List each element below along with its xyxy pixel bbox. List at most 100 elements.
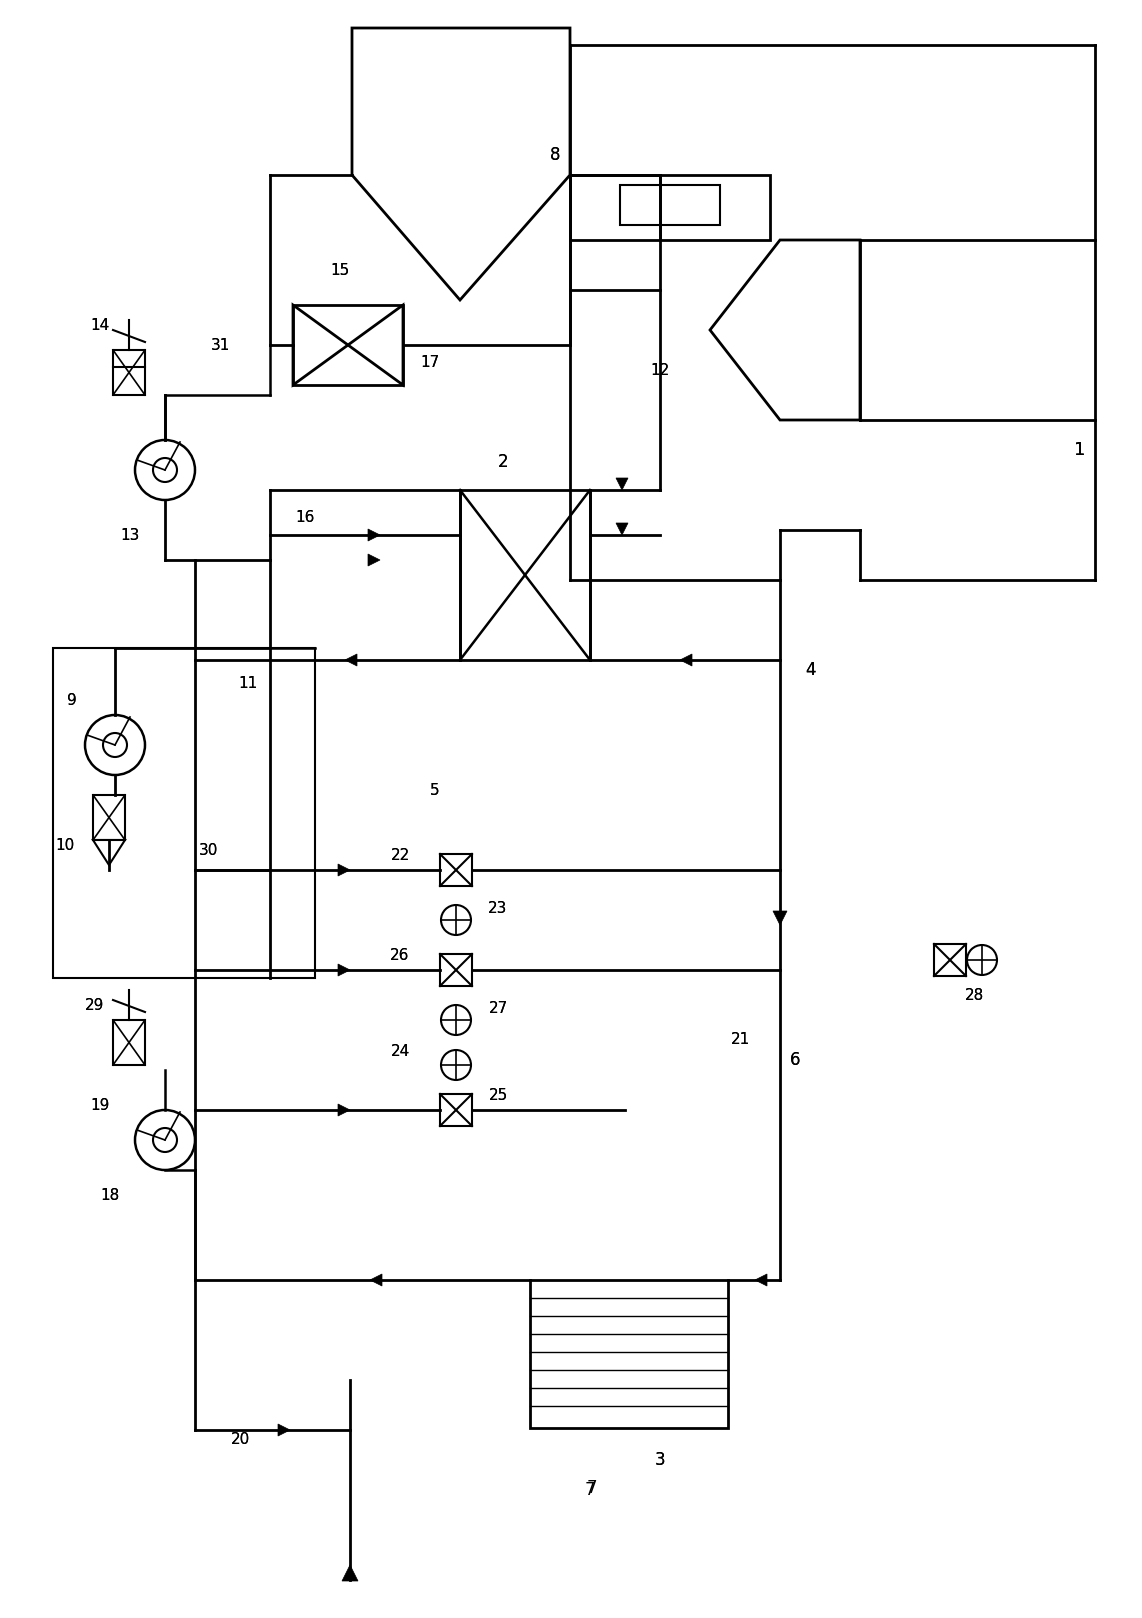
Polygon shape (710, 239, 860, 421)
Circle shape (441, 1005, 471, 1036)
Text: 25: 25 (489, 1087, 508, 1102)
Text: 12: 12 (651, 362, 669, 377)
Polygon shape (368, 553, 380, 566)
Bar (440, 854, 472, 887)
Polygon shape (341, 1565, 357, 1581)
Polygon shape (293, 306, 348, 385)
Text: 18: 18 (100, 1188, 120, 1202)
Text: 17: 17 (420, 354, 440, 369)
Text: 10: 10 (55, 838, 74, 853)
Bar (440, 1094, 472, 1126)
Bar (620, 184, 719, 225)
Text: 27: 27 (489, 1000, 508, 1016)
Circle shape (135, 440, 195, 500)
Text: 26: 26 (391, 948, 410, 963)
Text: 8: 8 (549, 146, 561, 163)
Polygon shape (616, 523, 628, 536)
Text: 28: 28 (965, 987, 984, 1003)
Polygon shape (368, 529, 380, 540)
Text: 5: 5 (431, 783, 440, 798)
Polygon shape (370, 1273, 383, 1286)
Text: 9: 9 (67, 693, 77, 707)
Text: 16: 16 (296, 510, 315, 524)
Text: 27: 27 (489, 1000, 508, 1016)
Text: 28: 28 (965, 987, 984, 1003)
Polygon shape (345, 654, 357, 667)
Text: 25: 25 (489, 1087, 508, 1102)
Polygon shape (348, 306, 403, 385)
Text: 26: 26 (391, 948, 410, 963)
Polygon shape (352, 28, 570, 299)
Bar (440, 955, 472, 985)
Bar (53, 647, 315, 977)
Bar (934, 943, 966, 976)
Bar (113, 1019, 145, 1065)
Bar (530, 1280, 727, 1429)
Text: 21: 21 (731, 1032, 749, 1047)
Text: 17: 17 (420, 354, 440, 369)
Text: 22: 22 (391, 848, 410, 862)
Text: 30: 30 (199, 843, 218, 858)
Text: 4: 4 (805, 662, 815, 680)
Text: 3: 3 (654, 1451, 666, 1469)
Polygon shape (773, 911, 787, 925)
Text: 22: 22 (391, 848, 410, 862)
Circle shape (441, 904, 471, 935)
Text: 4: 4 (805, 662, 815, 680)
Bar (460, 490, 590, 660)
Polygon shape (338, 964, 349, 976)
Circle shape (135, 1110, 195, 1170)
Circle shape (85, 715, 145, 775)
Text: 16: 16 (296, 510, 315, 524)
Text: 30: 30 (199, 843, 218, 858)
Text: 15: 15 (330, 262, 349, 278)
Text: 2: 2 (498, 453, 508, 471)
Text: 19: 19 (90, 1097, 110, 1113)
Text: 6: 6 (790, 1052, 801, 1069)
Polygon shape (679, 654, 692, 667)
Text: 1: 1 (1075, 442, 1086, 460)
Text: 5: 5 (431, 783, 440, 798)
Polygon shape (338, 1103, 349, 1116)
Text: 24: 24 (391, 1045, 410, 1060)
Text: 14: 14 (90, 317, 110, 333)
Bar (113, 349, 145, 395)
Text: 11: 11 (239, 675, 258, 691)
Text: 31: 31 (210, 338, 230, 353)
Text: 23: 23 (489, 901, 508, 916)
Text: 10: 10 (55, 838, 74, 853)
Polygon shape (755, 1273, 767, 1286)
Text: 18: 18 (100, 1188, 120, 1202)
Text: 7: 7 (585, 1480, 595, 1498)
Text: 7: 7 (587, 1479, 597, 1497)
Circle shape (153, 458, 177, 482)
Text: 19: 19 (90, 1097, 110, 1113)
Circle shape (153, 1128, 177, 1152)
Polygon shape (93, 840, 124, 866)
Text: 24: 24 (391, 1045, 410, 1060)
Bar (293, 306, 403, 385)
Text: 29: 29 (86, 998, 105, 1013)
Text: 9: 9 (67, 693, 77, 707)
Polygon shape (338, 864, 349, 875)
Text: 31: 31 (210, 338, 230, 353)
Text: 11: 11 (239, 675, 258, 691)
Bar (570, 175, 770, 239)
Text: 8: 8 (549, 146, 561, 163)
Text: 1: 1 (1075, 442, 1086, 460)
Text: 20: 20 (231, 1432, 250, 1448)
Polygon shape (616, 477, 628, 490)
Text: 13: 13 (120, 527, 139, 542)
Text: 15: 15 (330, 262, 349, 278)
Circle shape (967, 945, 997, 976)
Circle shape (103, 733, 127, 757)
Text: 6: 6 (790, 1052, 801, 1069)
Text: 14: 14 (90, 317, 110, 333)
Circle shape (441, 1050, 471, 1079)
Polygon shape (278, 1424, 290, 1437)
Text: 20: 20 (231, 1432, 250, 1448)
Bar (93, 794, 124, 840)
Text: 12: 12 (651, 362, 669, 377)
Text: 29: 29 (86, 998, 105, 1013)
Text: 2: 2 (498, 453, 508, 471)
